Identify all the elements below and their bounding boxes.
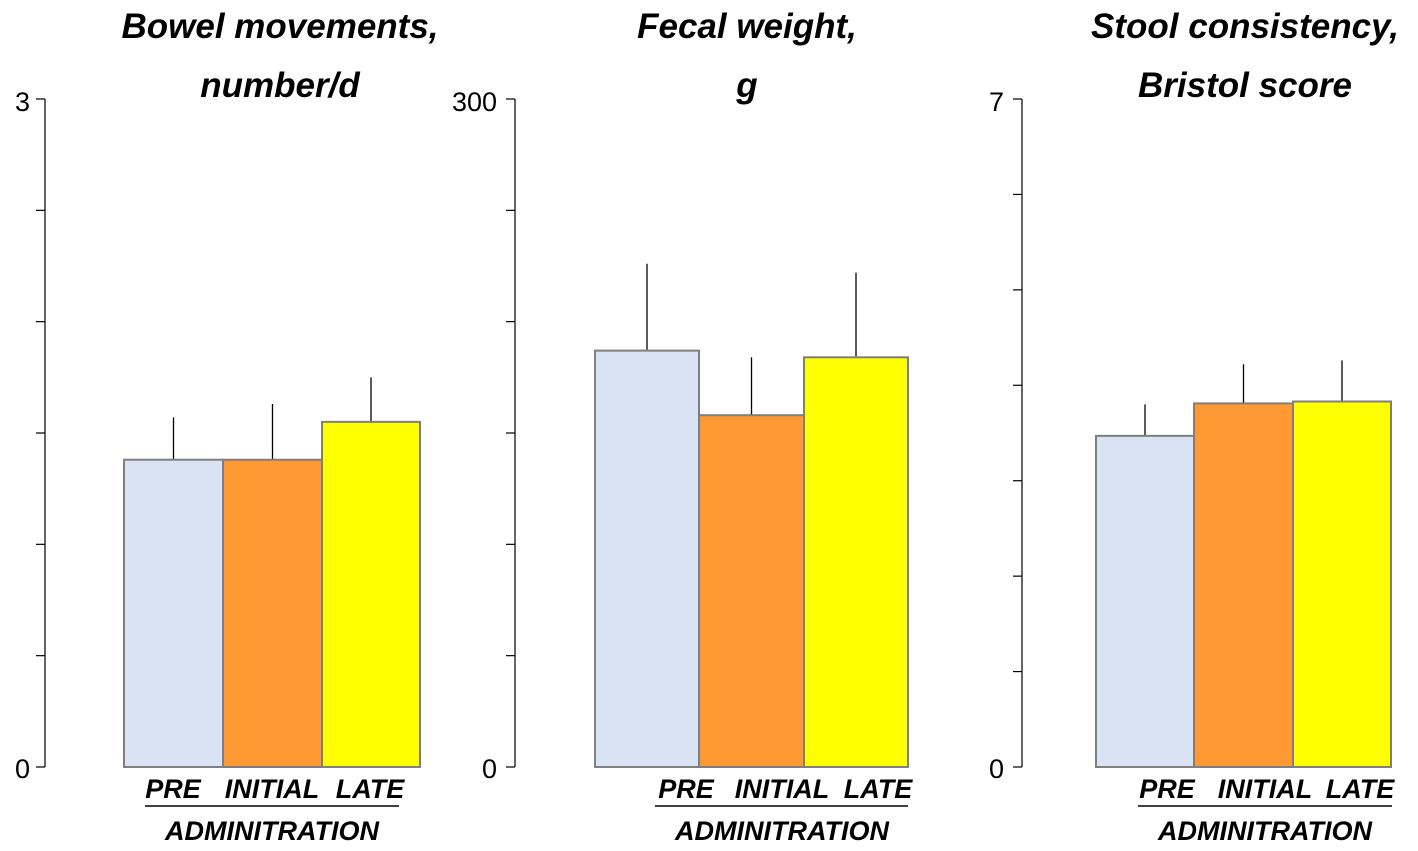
category-label-pre: PRE [658, 774, 715, 804]
bar-late [803, 356, 909, 768]
y-tick-label-min: 0 [15, 754, 30, 784]
group-label: ADMINITRATION [674, 816, 889, 846]
category-label-initial: INITIAL [1218, 774, 1313, 804]
y-tick-label-max: 3 [15, 87, 30, 117]
category-label-initial: INITIAL [225, 774, 320, 804]
chart-panel-stool-consistency: Stool consistency, Bristol score 7 0 PRE… [989, 7, 1399, 846]
chart-title-line-2: Bristol score [1138, 66, 1352, 105]
chart-title-line-2: g [735, 66, 757, 105]
chart-title-line-1: Bowel movements, [121, 7, 438, 46]
bar-pre [1095, 434, 1195, 768]
y-tick-label-max: 7 [989, 87, 1004, 117]
category-label-late: LATE [1326, 774, 1395, 804]
category-label-pre: PRE [145, 774, 202, 804]
bar-initial [698, 414, 805, 768]
group-label: ADMINITRATION [1157, 816, 1372, 846]
chart-panel-bowel-movements: Bowel movements, number/d 3 0 PRE INITIA… [15, 7, 439, 846]
y-tick-label-max: 300 [452, 87, 497, 117]
chart-panel-fecal-weight: Fecal weight, g 300 0 PRE INITIAL LATE A… [452, 7, 913, 846]
y-tick-label-min: 0 [482, 754, 497, 784]
chart-title-line-2: number/d [200, 66, 360, 105]
bar-late [321, 420, 421, 768]
group-label: ADMINITRATION [164, 816, 379, 846]
chart-title-line-1: Stool consistency, [1091, 7, 1399, 46]
chart-marks [36, 98, 421, 768]
bar-initial [1193, 402, 1294, 768]
bar-initial [222, 458, 323, 768]
bar-late [1292, 400, 1392, 768]
category-label-initial: INITIAL [735, 774, 830, 804]
y-tick-label-min: 0 [989, 754, 1004, 784]
bar-pre [594, 349, 700, 768]
category-label-late: LATE [336, 774, 405, 804]
chart-marks [1013, 98, 1392, 768]
chart-title-line-1: Fecal weight, [637, 7, 857, 46]
bar-pre [123, 458, 224, 768]
chart-marks [506, 98, 909, 768]
category-label-pre: PRE [1139, 774, 1196, 804]
category-label-late: LATE [844, 774, 913, 804]
